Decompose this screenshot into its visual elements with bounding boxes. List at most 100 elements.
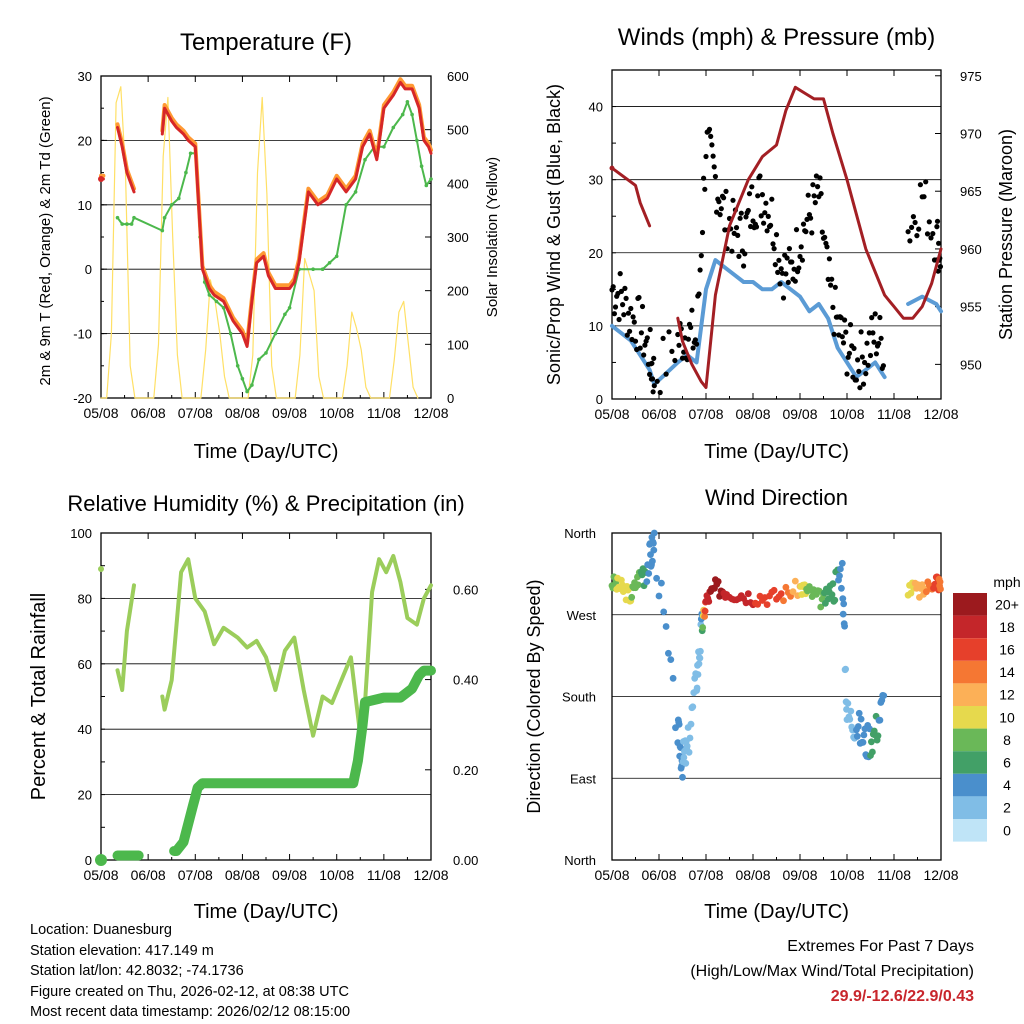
direction-point (860, 731, 868, 739)
y-tick-label: 100 (70, 526, 92, 541)
colorbar-label: 6 (1003, 755, 1011, 771)
gust-point (769, 196, 775, 202)
direction-point (628, 593, 636, 601)
y-tick-label: 60 (78, 657, 92, 672)
direction-point (643, 578, 651, 585)
dewpoint-point (129, 222, 134, 226)
direction-point (660, 608, 668, 616)
gust-point (865, 362, 871, 368)
y-tick-label: -10 (73, 327, 92, 342)
gust-point (636, 294, 642, 301)
chart-title-0: Temperature (F) (180, 29, 352, 56)
dewpoint-point (264, 351, 268, 355)
dewpoint-point (115, 215, 120, 220)
dewpoint-point (235, 364, 240, 368)
station-location: Location: Duanesburg (30, 922, 172, 938)
y-tick-label: 0 (85, 262, 92, 277)
extremes-title: Extremes For Past 7 Days (787, 938, 974, 955)
y2-tick-label: 0.00 (453, 853, 478, 868)
station-info: Location: Duanesburg Station elevation: … (30, 920, 350, 1023)
gust-point (623, 295, 629, 301)
gust-point (690, 345, 696, 351)
colorbar-label: 18 (999, 619, 1015, 635)
dewpoint-point (344, 203, 348, 207)
gust-point (628, 305, 634, 312)
dewpoint-point (207, 293, 212, 297)
precipitation-line (169, 665, 436, 856)
y-tick-label: 20 (78, 133, 92, 148)
direction-point (782, 583, 790, 591)
gust-point (698, 253, 704, 259)
y2-tick-label: 970 (960, 126, 982, 141)
dewpoint-point (132, 215, 136, 220)
gust-point (625, 310, 632, 316)
colorbar-title: mph (993, 574, 1020, 590)
gust-point (696, 291, 702, 297)
gust-point (858, 329, 864, 335)
gust-point (717, 212, 723, 218)
gust-point (669, 348, 675, 354)
gust-point (701, 175, 707, 181)
y2-tick-label: 960 (960, 242, 982, 257)
gust-point (792, 278, 798, 284)
x-tick-label: 05/08 (83, 867, 118, 883)
gust-point (709, 142, 715, 148)
direction-point (839, 610, 847, 618)
direction-point (705, 598, 713, 605)
gust-point (844, 371, 850, 377)
direction-point (662, 623, 670, 630)
y2-tick-label: 0.40 (453, 673, 478, 688)
x-tick-label: 12/08 (413, 405, 448, 421)
gust-point (872, 311, 878, 317)
y-tick-label: 0 (596, 392, 603, 407)
gust-point (641, 352, 647, 358)
gust-point (880, 363, 887, 369)
gust-point (736, 253, 742, 259)
x-tick-label: 07/08 (688, 867, 723, 883)
gust-point (916, 226, 922, 232)
gust-point (688, 324, 694, 330)
temp-2m-line (116, 126, 136, 194)
direction-point (645, 570, 653, 577)
gust-point (817, 175, 823, 181)
gust-point (930, 231, 936, 237)
dewpoint-point (429, 177, 433, 181)
colorbar-swatch (953, 728, 987, 752)
x-tick-label: 06/08 (131, 867, 166, 883)
gust-point (803, 229, 809, 235)
extremes-box: Extremes For Past 7 Days (High/Low/Max W… (690, 934, 974, 1009)
chart-title-1: Winds (mph) & Pressure (mb) (618, 24, 935, 51)
direction-point (880, 692, 888, 699)
direction-point (869, 748, 876, 756)
gust-point (778, 266, 784, 272)
gust-point (784, 255, 790, 261)
gust-point (711, 164, 717, 170)
direction-point (859, 739, 867, 746)
gust-point (712, 173, 719, 180)
solar-insolation-line (100, 86, 419, 399)
dewpoint-point (273, 331, 278, 336)
x-tick-label: 11/08 (877, 867, 911, 883)
colorbar-swatch (953, 638, 987, 661)
temp-9m-line (160, 77, 433, 346)
gust-point (934, 224, 940, 230)
x-tick-label: 11/08 (877, 406, 911, 422)
gust-point (800, 221, 807, 227)
colorbar-swatch (953, 615, 987, 639)
dewpoint-point (257, 357, 261, 362)
precipitation-point (95, 854, 107, 866)
y-tick-label: 20 (589, 246, 603, 261)
gust-point (746, 191, 753, 197)
dewpoint-point (169, 203, 174, 207)
gust-point (618, 288, 625, 294)
dewpoint-point (240, 376, 245, 381)
gust-point (845, 354, 851, 360)
gust-point (624, 332, 630, 338)
dewpoint-point (162, 215, 167, 220)
x-tick-label: 06/08 (131, 405, 166, 421)
gust-point (759, 192, 766, 198)
y-tick-label: North (564, 526, 596, 541)
gust-point (647, 326, 653, 333)
y2-axis-label-1: Station Pressure (Maroon) (996, 129, 1016, 340)
direction-point (840, 600, 848, 608)
